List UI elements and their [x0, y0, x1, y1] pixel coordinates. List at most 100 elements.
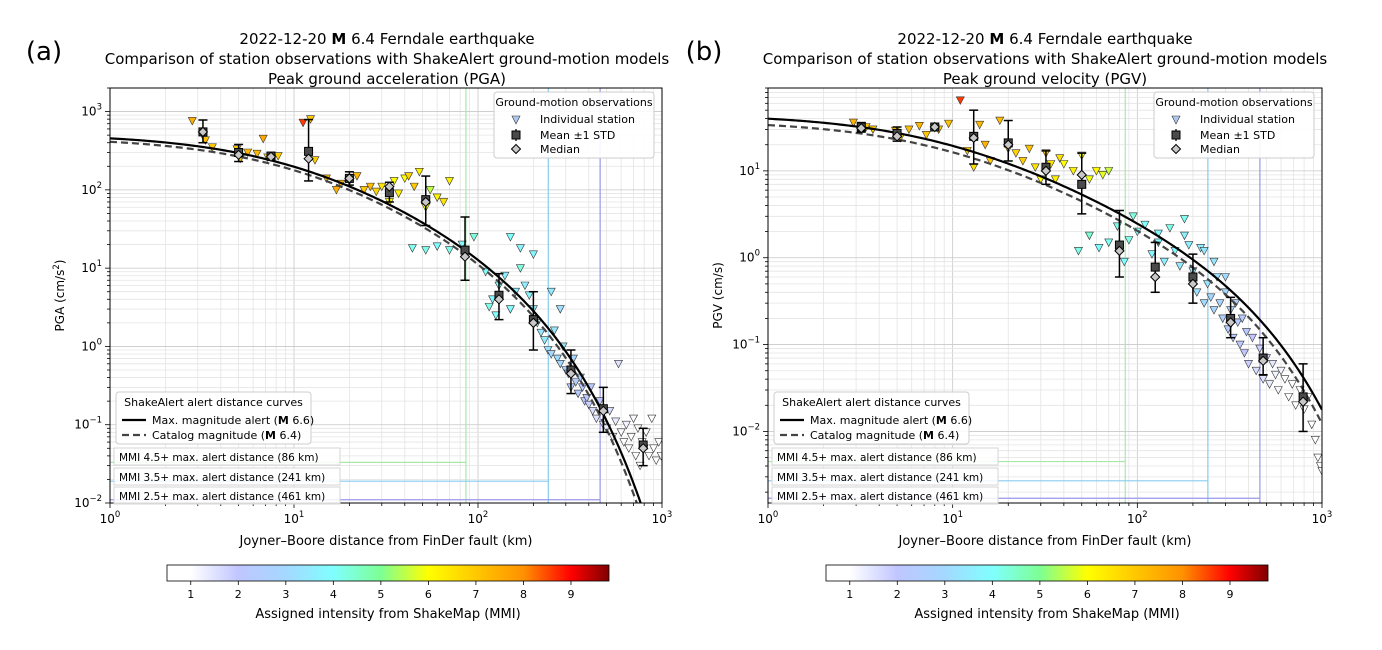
- legend-max-label-part: Max. magnitude alert (: [152, 414, 278, 427]
- y-tick-label-part: −1: [747, 336, 760, 346]
- station-marker: [404, 172, 414, 181]
- y-tick-label: 10−2: [74, 494, 102, 510]
- station-marker: [573, 389, 583, 399]
- station-marker: [969, 163, 979, 172]
- alert-distance-label: MMI 4.5+ max. alert distance (86 km): [777, 452, 977, 464]
- station-marker: [331, 186, 341, 195]
- station-marker: [1276, 366, 1286, 376]
- colorbar-tick-label: 8: [520, 588, 527, 601]
- chart-subtitle-part: Comparison of station observations with …: [105, 50, 670, 68]
- median-marker: [968, 132, 979, 144]
- station-marker: [621, 420, 631, 430]
- station-marker: [371, 187, 381, 197]
- legend-title-part: Ground-motion observations: [495, 96, 652, 109]
- station-marker: [914, 122, 924, 131]
- x-tick-label-part: 10: [1127, 512, 1142, 526]
- station-marker: [1239, 349, 1249, 358]
- legend-catalog-label: Catalog magnitude (M 6.4): [152, 429, 301, 442]
- panel-letter-part: (a): [26, 37, 62, 67]
- colorbar-tick-label: 2: [894, 588, 901, 601]
- station-marker: [1094, 244, 1104, 253]
- y-tick-label: 101: [739, 162, 760, 178]
- station-marker: [651, 456, 661, 466]
- legend-catalog-label-part: M: [923, 429, 934, 442]
- median-marker: [303, 153, 314, 164]
- legend-box: [115, 391, 312, 445]
- station-marker: [389, 177, 399, 186]
- legend-individual-label: Individual station: [1200, 113, 1295, 126]
- median-marker: [891, 131, 903, 142]
- y-axis-label: PGV (cm/s): [711, 262, 725, 329]
- station-marker: [955, 96, 965, 105]
- station-marker: [904, 125, 914, 135]
- station-marker: [619, 438, 629, 447]
- station-marker: [515, 264, 525, 273]
- station-marker: [1073, 247, 1083, 256]
- y-tick-label-part: 10: [81, 183, 96, 197]
- station-marker: [1140, 220, 1150, 230]
- station-marker: [549, 326, 559, 336]
- plot-frame: [767, 87, 1323, 504]
- colorbar-tick-label: 5: [377, 588, 384, 601]
- x-tick-label: 101: [284, 510, 305, 526]
- station-marker: [1220, 288, 1230, 297]
- legend-individual-label-part: Individual station: [1200, 113, 1295, 126]
- chart-panel-a: (a) 2022-12-20 M 6.4 Ferndale earthquake C…: [26, 30, 672, 622]
- legend-title: Ground-motion observations: [1155, 96, 1312, 109]
- colorbar-tick-label-part: 5: [1036, 588, 1043, 601]
- station-marker: [624, 444, 634, 453]
- y-axis-label-part: PGA (cm/s: [53, 270, 67, 332]
- station-marker: [1147, 250, 1157, 259]
- station-marker: [571, 378, 581, 387]
- colorbar-tick-label: 6: [1084, 588, 1091, 601]
- colorbar-tick-label-part: 5: [377, 588, 384, 601]
- median-marker: [637, 443, 649, 454]
- colorbar-tick-label-part: 7: [472, 588, 479, 601]
- legend-catalog-label-part: 6.4): [934, 429, 959, 442]
- legend-mean-icon: [511, 130, 521, 140]
- catalog-magnitude-curve: [768, 123, 1322, 425]
- x-tick-label: 103: [652, 510, 673, 526]
- y-axis-label: PGA (cm/s2): [52, 260, 67, 332]
- legend-box: [773, 391, 970, 445]
- y-axis-label-part: 2: [52, 264, 62, 269]
- binned-statistics: [197, 118, 649, 467]
- colorbar-tick-label-part: 2: [894, 588, 901, 601]
- station-marker: [444, 246, 454, 255]
- station-marker: [848, 118, 858, 128]
- station-marker: [352, 172, 362, 181]
- colorbar-tick-label: 7: [1131, 588, 1138, 601]
- chart-title-part: 6.4 Ferndale earthquake: [1004, 30, 1192, 48]
- median-marker: [493, 294, 505, 305]
- legend-observations: Ground-motion observations Individual sta…: [1153, 91, 1315, 159]
- legend-title: ShakeAlert alert distance curves: [124, 396, 303, 409]
- station-marker: [1268, 360, 1278, 369]
- station-marker: [1055, 154, 1065, 163]
- legend-median-label: Median: [540, 143, 580, 156]
- colorbar-tick-label-part: 9: [1226, 588, 1233, 601]
- station-marker: [432, 193, 442, 203]
- chart-title-part: 6.4 Ferndale earthquake: [346, 30, 534, 48]
- station-marker: [631, 452, 641, 461]
- y-tick-label-part: −2: [89, 494, 102, 504]
- station-marker: [505, 233, 515, 242]
- station-marker: [515, 244, 525, 253]
- legend-box: [493, 91, 655, 159]
- station-marker: [1165, 224, 1175, 233]
- gmm-curves: [110, 137, 642, 503]
- station-marker: [644, 452, 654, 461]
- station-marker: [584, 400, 594, 410]
- chart-title-part: M: [331, 30, 346, 48]
- x-axis-label: Joyner–Boore distance from FinDer fault …: [238, 534, 532, 549]
- station-marker: [647, 414, 657, 424]
- colorbar-tick-label-part: 7: [1131, 588, 1138, 601]
- legend-individual-label-part: Individual station: [540, 113, 635, 126]
- station-marker: [1199, 247, 1209, 256]
- station-marker: [1247, 333, 1257, 343]
- y-tick-label: 102: [81, 181, 102, 197]
- colorbar-label: Assigned intensity from ShakeMap (MMI): [255, 607, 520, 622]
- x-tick-label-part: 2: [1142, 510, 1147, 520]
- station-marker: [1251, 366, 1261, 376]
- station-marker: [365, 182, 375, 192]
- panel-letter-part: (b): [686, 37, 723, 67]
